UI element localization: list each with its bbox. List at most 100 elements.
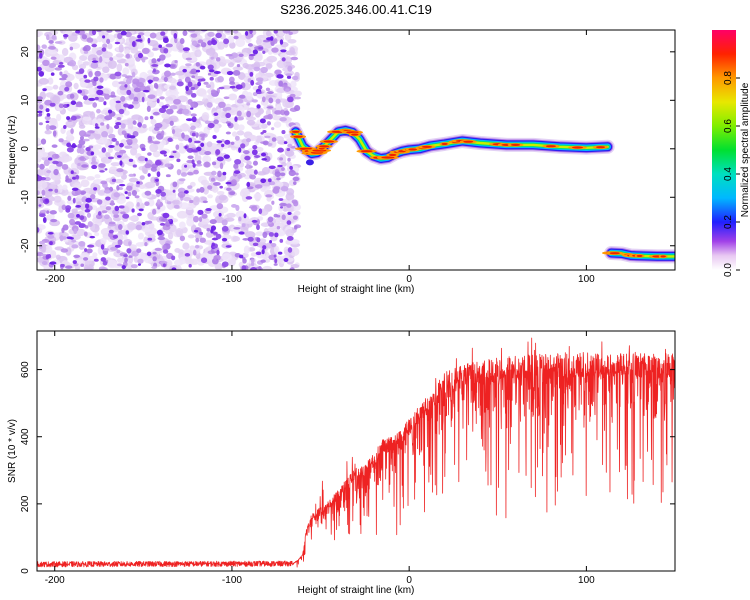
noise-blob bbox=[136, 41, 145, 49]
noise-blob bbox=[125, 78, 132, 85]
noise-blob bbox=[114, 30, 122, 33]
noise-blob-strong bbox=[167, 137, 173, 143]
noise-blob bbox=[154, 122, 163, 129]
noise-blob bbox=[130, 143, 139, 150]
noise-blob-strong bbox=[212, 135, 217, 139]
noise-blob bbox=[193, 169, 199, 175]
noise-blob-strong bbox=[184, 190, 189, 194]
noise-blob-strong bbox=[251, 149, 258, 156]
noise-blob-strong bbox=[193, 140, 201, 144]
noise-blob bbox=[151, 58, 157, 64]
noise-blob bbox=[190, 68, 198, 75]
noise-blob-strong bbox=[132, 40, 136, 47]
noise-blob-strong bbox=[279, 238, 284, 243]
noise-blob bbox=[219, 162, 224, 170]
noise-blob bbox=[279, 53, 288, 59]
noise-blob bbox=[211, 170, 217, 176]
ridge-tail-hotspot-core bbox=[636, 254, 643, 258]
noise-blob bbox=[86, 248, 93, 254]
noise-blob bbox=[67, 105, 78, 112]
noise-blob bbox=[271, 200, 275, 205]
noise-blob bbox=[185, 57, 193, 61]
noise-blob bbox=[293, 96, 302, 100]
noise-blob bbox=[136, 202, 140, 207]
noise-blob bbox=[180, 172, 188, 177]
noise-blob bbox=[63, 155, 73, 162]
noise-blob-strong bbox=[184, 253, 191, 257]
x-tick-label: 0 bbox=[406, 274, 412, 285]
noise-blob-strong bbox=[94, 96, 99, 101]
noise-blob bbox=[249, 174, 256, 180]
noise-blob bbox=[173, 204, 180, 209]
noise-blob bbox=[100, 237, 107, 244]
noise-blob bbox=[101, 210, 108, 214]
noise-blob bbox=[138, 184, 146, 189]
noise-blob bbox=[37, 44, 41, 51]
noise-blob-strong bbox=[105, 196, 111, 201]
noise-blob bbox=[276, 177, 281, 181]
noise-blob bbox=[155, 181, 159, 187]
noise-blob bbox=[78, 240, 86, 247]
noise-blob-strong bbox=[160, 191, 167, 197]
noise-blob-strong bbox=[287, 211, 292, 215]
noise-blob bbox=[77, 162, 81, 167]
noise-blob-strong bbox=[93, 76, 99, 82]
noise-blob bbox=[109, 73, 117, 80]
noise-blob bbox=[167, 224, 177, 233]
noise-blob bbox=[123, 110, 130, 116]
noise-blob-strong bbox=[233, 170, 241, 174]
noise-blob-strong bbox=[137, 52, 144, 59]
noise-blob bbox=[261, 123, 268, 129]
noise-blob-strong bbox=[280, 49, 287, 53]
noise-blob bbox=[116, 263, 123, 267]
noise-blob bbox=[92, 57, 96, 61]
noise-blob bbox=[168, 115, 179, 123]
noise-blob-strong bbox=[47, 157, 53, 161]
noise-blob bbox=[243, 245, 250, 255]
noise-blob bbox=[253, 66, 261, 72]
noise-blob bbox=[47, 234, 55, 239]
noise-blob bbox=[142, 123, 147, 129]
noise-blob bbox=[193, 215, 199, 223]
y-tick-label: 0 bbox=[20, 146, 31, 152]
noise-blob bbox=[127, 191, 132, 197]
noise-blob-strong bbox=[96, 85, 104, 89]
noise-blob-strong bbox=[102, 260, 108, 266]
noise-blob bbox=[265, 194, 273, 198]
spectrogram-x-label: Height of straight line (km) bbox=[298, 284, 415, 295]
noise-blob bbox=[108, 221, 116, 225]
noise-blob bbox=[104, 93, 110, 100]
ridge-hotspot-core bbox=[381, 156, 395, 159]
noise-blob bbox=[172, 181, 178, 188]
noise-blob bbox=[282, 30, 291, 34]
noise-blob-strong bbox=[207, 40, 213, 46]
noise-blob bbox=[137, 77, 146, 84]
noise-blob bbox=[48, 164, 56, 172]
noise-blob bbox=[271, 242, 277, 248]
noise-blob bbox=[164, 163, 172, 168]
noise-blob bbox=[213, 119, 219, 125]
noise-blob-strong bbox=[184, 164, 188, 168]
noise-blob-strong bbox=[119, 142, 124, 148]
noise-blob bbox=[213, 124, 220, 133]
noise-blob bbox=[160, 195, 166, 201]
noise-blob bbox=[102, 73, 109, 81]
noise-blob-strong bbox=[103, 101, 107, 106]
noise-blob bbox=[256, 171, 267, 176]
noise-blob bbox=[107, 60, 117, 69]
noise-blob bbox=[44, 130, 52, 135]
noise-blob bbox=[169, 90, 180, 96]
noise-blob bbox=[184, 76, 191, 83]
noise-blob bbox=[237, 173, 242, 180]
noise-blob bbox=[71, 239, 77, 243]
noise-blob bbox=[195, 62, 201, 67]
noise-blob-strong bbox=[248, 53, 256, 57]
noise-blob bbox=[176, 168, 182, 176]
noise-blob bbox=[108, 166, 118, 174]
snr-frame bbox=[36, 330, 676, 572]
noise-blob-strong bbox=[207, 122, 215, 129]
noise-blob bbox=[61, 47, 69, 57]
noise-blob-strong bbox=[66, 116, 71, 120]
noise-blob bbox=[68, 60, 77, 67]
noise-blob bbox=[258, 266, 262, 270]
